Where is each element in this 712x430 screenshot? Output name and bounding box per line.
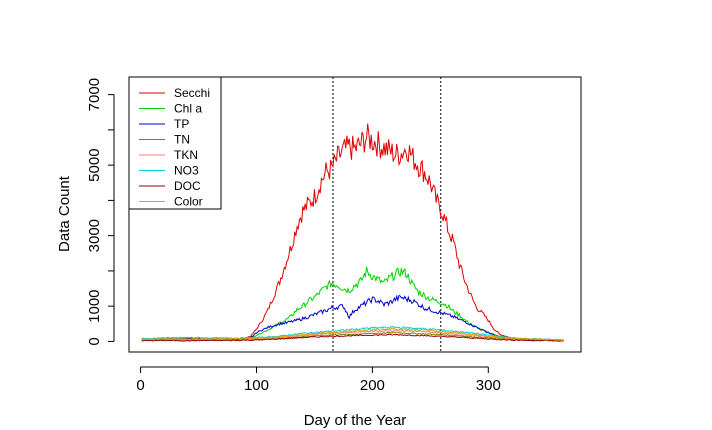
series-line-color xyxy=(141,327,564,341)
legend-label: TKN xyxy=(174,148,198,162)
x-tick-label: 100 xyxy=(244,377,269,394)
y-tick-label: 3000 xyxy=(86,219,103,252)
legend-label: TN xyxy=(174,133,190,147)
series-line-chl-a xyxy=(141,266,564,342)
y-tick-label: 0 xyxy=(86,337,103,345)
series-line-doc xyxy=(141,333,564,342)
y-axis-title: Data Count xyxy=(56,175,73,252)
x-axis-title: Day of the Year xyxy=(304,412,407,429)
legend-label: Color xyxy=(174,195,203,209)
legend-label: Chl a xyxy=(174,102,202,116)
y-axis: 0 1000 3000 5000 7000 xyxy=(86,78,115,346)
legend-box xyxy=(128,76,222,210)
y-tick-label: 1000 xyxy=(86,289,103,322)
x-tick-label: 300 xyxy=(476,377,501,394)
y-tick-label: 7000 xyxy=(86,78,103,111)
legend-label: Secchi xyxy=(174,86,210,100)
legend-label: DOC xyxy=(174,179,201,193)
x-axis: 0 100 200 300 xyxy=(136,366,501,394)
x-tick-label: 0 xyxy=(136,377,144,394)
y-tick-label: 5000 xyxy=(86,148,103,181)
legend-label: NO3 xyxy=(174,164,199,178)
x-tick-label: 200 xyxy=(360,377,385,394)
legend-label: TP xyxy=(174,117,189,131)
plot-frame xyxy=(128,76,582,353)
series-lines xyxy=(141,123,564,342)
